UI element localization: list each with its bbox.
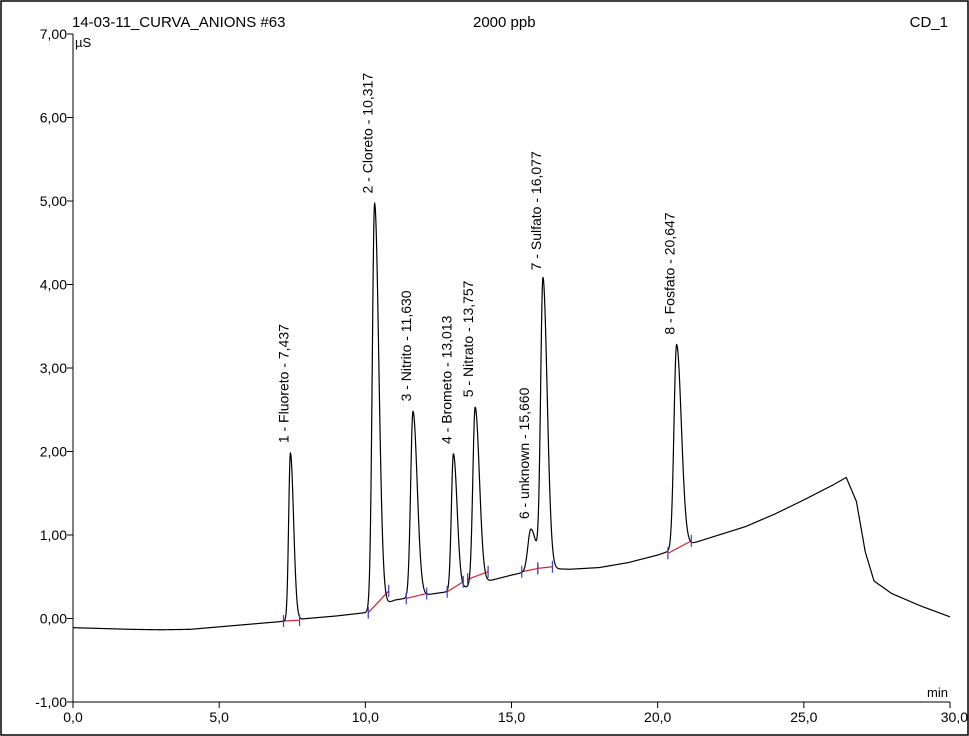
y-tick-label: 1,00 [40,527,67,543]
peak-labels: 1 - Fluoreto - 7,437 2 - Cloreto - 10,317… [275,73,677,519]
integration-baseline [367,590,390,614]
sample-title: 14-03-11_CURVA_ANIONS #63 [72,14,285,31]
integration-baseline [406,592,427,600]
x-tick-label: 0,0 [63,709,83,725]
integration-baseline [467,571,489,580]
peak-label-sulfato: 7 - Sulfato - 16,077 [528,151,544,270]
axes: -1,00 0,00 1,00 2,00 3,00 4,00 5,00 6,00 7,00 0,0… [35,26,968,725]
peak-label-fosfato: 8 - Fosfato - 20,647 [662,212,678,334]
peak-label-brometo: 4 - Brometo - 13,013 [438,315,454,444]
peak-label-fluoreto: 1 - Fluoreto - 7,437 [275,324,291,443]
integration-baseline [537,566,553,569]
x-tick-label: 15,0 [498,709,525,725]
y-tick-label: -1,00 [35,694,67,710]
y-tick-label: 0,00 [40,611,67,627]
integration-baselines [283,540,692,622]
y-tick-label: 5,00 [40,193,67,209]
y-tick-label: 3,00 [40,360,67,376]
x-tick-label: 10,0 [352,709,379,725]
peak-label-nitrato: 5 - Nitrato - 13,757 [460,280,476,397]
x-axis-unit: min [927,685,948,700]
integration-baseline [283,619,300,622]
y-tick-label: 4,00 [40,277,67,293]
concentration-label: 2000 ppb [473,14,536,31]
integration-markers [282,534,692,628]
y-tick-label: 6,00 [40,110,67,126]
peak-label-unknown: 6 - unknown - 15,660 [516,387,532,519]
x-tick-label: 5,0 [209,709,229,725]
peak-label-cloreto: 2 - Cloreto - 10,317 [360,73,376,194]
x-tick-label: 25,0 [790,709,817,725]
y-tick-label: 7,00 [40,26,67,42]
x-tick-label: 20,0 [644,709,671,725]
peak-label-nitrito: 3 - Nitrito - 11,630 [398,290,414,401]
integration-baseline [667,540,692,554]
y-axis-unit: µS [75,35,91,50]
chromatogram-trace [72,201,951,631]
x-tick-label: 30,0 [941,709,968,725]
y-tick-label: 2,00 [40,444,67,460]
channel-label: CD_1 [910,14,948,31]
integration-baseline [521,567,538,573]
integration-baseline [446,581,464,593]
